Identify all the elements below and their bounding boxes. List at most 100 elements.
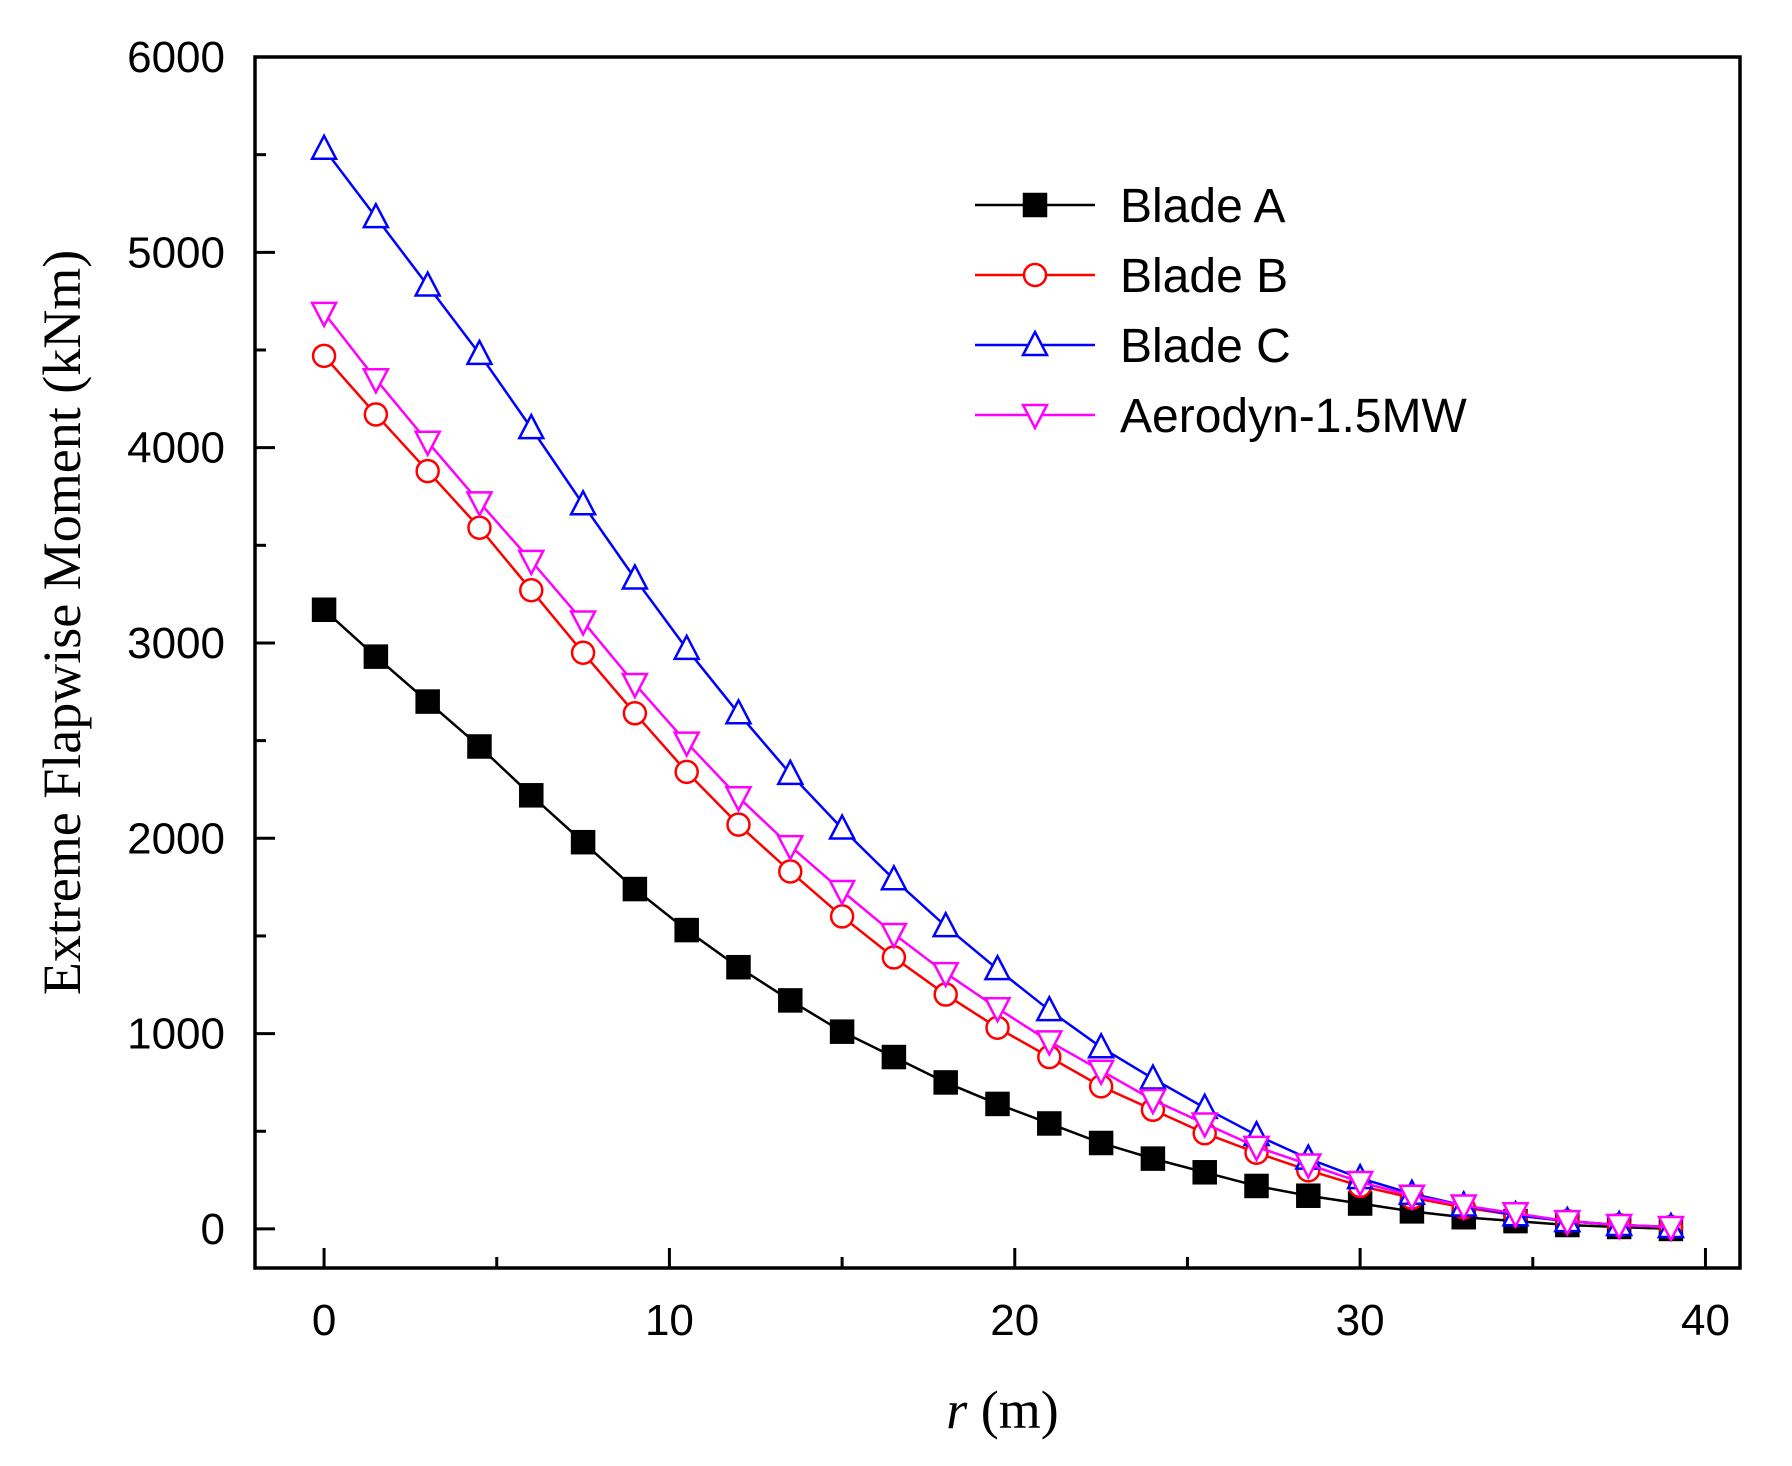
data-point — [879, 922, 908, 950]
data-point — [363, 402, 389, 427]
data-point — [413, 430, 442, 458]
data-point — [881, 1044, 907, 1070]
data-point — [828, 879, 857, 907]
data-point — [726, 812, 751, 837]
data-point — [519, 577, 544, 603]
series-line — [323, 312, 1671, 1229]
data-point — [931, 961, 960, 989]
data-point — [933, 1070, 958, 1095]
series-line — [323, 608, 1671, 1231]
data-point — [1501, 1202, 1530, 1230]
data-point — [829, 1019, 855, 1044]
data-point — [361, 368, 390, 395]
data-point — [622, 876, 648, 902]
data-point — [776, 758, 805, 786]
data-point — [413, 269, 442, 297]
y-tick-label: 4000 — [127, 424, 225, 473]
data-point — [1088, 1130, 1114, 1156]
series-blade-c — [310, 133, 1685, 1239]
data-point — [829, 904, 855, 929]
legend-marker — [1020, 329, 1050, 357]
data-point — [1605, 1213, 1634, 1241]
data-point — [672, 633, 701, 661]
data-point — [1244, 1173, 1269, 1199]
data-point — [724, 697, 753, 725]
data-point — [415, 689, 440, 714]
data-point — [310, 301, 339, 329]
data-point — [1397, 1184, 1426, 1212]
tick-layer: 0 10 20 30 40 0 1000 2000 3000 4000 5000 6000 — [127, 33, 1730, 1345]
data-point — [674, 917, 699, 943]
data-point — [1087, 1059, 1116, 1087]
data-point — [570, 640, 596, 665]
y-tick-label: 5000 — [127, 228, 225, 277]
x-tick-label: 40 — [1681, 1296, 1730, 1345]
data-point — [465, 491, 494, 519]
data-point — [570, 829, 596, 855]
data-point — [361, 201, 390, 229]
data-point — [1140, 1146, 1166, 1171]
data-point — [879, 863, 908, 891]
legend: Blade A Blade B Blade C Aerodyn-1.5MW — [975, 180, 1467, 443]
x-axis-title: r (m) — [946, 1380, 1058, 1440]
x-axis-unit: (m) — [967, 1380, 1058, 1440]
x-tick-label: 30 — [1336, 1296, 1385, 1345]
data-point — [569, 488, 598, 516]
data-point — [310, 133, 339, 161]
data-point — [778, 988, 803, 1013]
data-point — [931, 910, 960, 938]
data-point — [724, 786, 753, 813]
data-point — [415, 458, 440, 484]
data-point — [517, 412, 546, 440]
data-point — [672, 731, 701, 759]
plot-frame — [253, 55, 1742, 1270]
data-point — [620, 562, 649, 590]
data-point — [1296, 1183, 1321, 1208]
data-point — [881, 945, 907, 970]
data-point — [1242, 1135, 1271, 1163]
data-point — [1035, 994, 1064, 1022]
y-tick-label: 3000 — [127, 619, 225, 668]
legend-item: Blade C — [975, 320, 1291, 373]
y-tick-label: 0 — [201, 1205, 225, 1254]
legend-label: Blade A — [1120, 180, 1285, 233]
data-point — [1035, 1030, 1064, 1058]
data-point — [776, 834, 805, 862]
legend-label: Aerodyn-1.5MW — [1120, 390, 1467, 443]
legend-marker — [1020, 403, 1050, 431]
series-layer — [310, 133, 1685, 1243]
legend-marker — [1022, 192, 1048, 218]
y-tick-label: 2000 — [127, 814, 225, 863]
legend-marker — [1022, 262, 1048, 288]
data-point — [1138, 1088, 1167, 1116]
data-point — [1087, 1031, 1116, 1059]
x-tick-label: 0 — [312, 1296, 336, 1345]
data-point — [1190, 1112, 1219, 1140]
data-point — [1656, 1215, 1685, 1243]
y-axis-title: Extreme Flapwise Moment (kNm) — [32, 250, 92, 995]
data-point — [983, 953, 1012, 981]
series-blade-a — [311, 597, 1684, 1242]
data-point — [1037, 1111, 1062, 1136]
data-point — [1138, 1062, 1167, 1090]
data-point — [1553, 1209, 1582, 1237]
x-tick-label: 20 — [990, 1296, 1039, 1345]
y-tick-label: 1000 — [127, 1010, 225, 1059]
legend-label: Blade B — [1120, 250, 1288, 303]
data-point — [1449, 1194, 1478, 1222]
data-point — [726, 954, 751, 980]
data-point — [519, 783, 544, 808]
data-point — [778, 859, 803, 884]
data-point — [467, 515, 492, 540]
series-line — [323, 148, 1671, 1229]
x-axis-variable: r — [946, 1380, 968, 1440]
data-point — [465, 338, 494, 366]
data-point — [828, 812, 857, 840]
data-point — [569, 610, 598, 638]
data-point — [1294, 1153, 1323, 1181]
data-point — [622, 701, 648, 726]
legend-item: Blade B — [975, 250, 1288, 303]
data-point — [620, 672, 649, 700]
data-point — [983, 996, 1012, 1024]
